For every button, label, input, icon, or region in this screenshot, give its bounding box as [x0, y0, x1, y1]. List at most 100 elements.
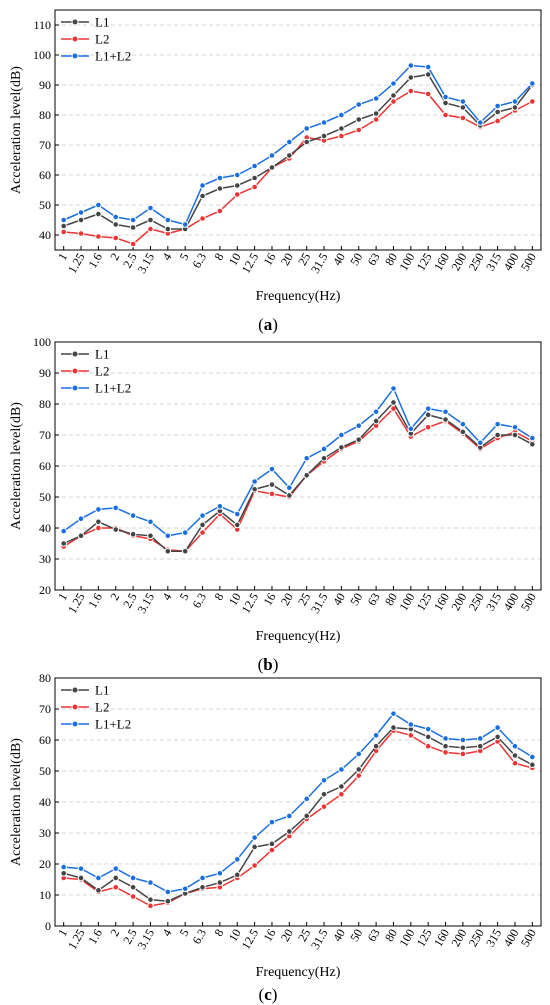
data-point [199, 529, 206, 536]
x-tick-label: 125 [414, 927, 435, 950]
data-point [233, 191, 241, 198]
data-point [320, 454, 328, 462]
x-tick-label: 5 [177, 591, 192, 603]
data-point [147, 532, 154, 540]
data-point [268, 490, 276, 498]
data-point [181, 529, 189, 536]
y-tick-label: 50 [39, 490, 51, 504]
y-tick-label: 40 [39, 795, 51, 809]
data-point [529, 753, 536, 761]
data-point [320, 803, 328, 810]
data-point [129, 874, 137, 882]
data-point [372, 742, 380, 750]
data-point [199, 874, 206, 882]
data-point [164, 897, 172, 905]
data-point [147, 518, 154, 526]
x-tick-label: 200 [448, 591, 469, 614]
x-tick-label: 160 [431, 927, 452, 950]
x-tick-label: 1 [55, 251, 70, 263]
data-point [77, 865, 85, 872]
data-point [268, 846, 276, 854]
legend-swatch-marker [71, 52, 79, 60]
panel-label: (b) [258, 655, 279, 674]
data-point [164, 888, 172, 896]
data-point [494, 117, 501, 125]
data-point [511, 742, 519, 750]
data-point [372, 408, 380, 416]
x-tick-label: 3.15 [134, 591, 157, 616]
x-tick-label: 31.5 [308, 927, 331, 952]
data-point [424, 733, 432, 741]
data-point [320, 777, 328, 784]
series-line-l1-plus-l2 [63, 712, 533, 893]
data-point [181, 221, 189, 228]
data-point [494, 108, 501, 116]
y-axis-label: Acceleration level(dB) [9, 402, 24, 530]
data-point [95, 524, 102, 532]
x-tick-label: 4 [159, 251, 174, 263]
series-line-l1-plus-l2 [63, 387, 533, 537]
data-point [355, 772, 363, 779]
legend-entry: L1 [95, 683, 109, 698]
data-point [112, 883, 120, 891]
data-point [459, 114, 467, 122]
y-tick-label: 100 [33, 335, 51, 349]
legend-swatch-marker [71, 367, 79, 375]
y-tick-label: 20 [39, 857, 51, 871]
x-tick-label: 500 [518, 251, 539, 274]
x-tick-label: 31.5 [308, 591, 331, 616]
data-point [251, 862, 258, 869]
y-tick-label: 40 [39, 228, 51, 242]
data-point [181, 885, 189, 893]
data-point [390, 710, 397, 717]
data-point [129, 224, 137, 231]
y-tick-label: 100 [33, 48, 51, 62]
x-tick-label: 8 [211, 251, 226, 263]
x-tick-label: 160 [431, 591, 452, 614]
data-point [112, 504, 120, 512]
data-point [251, 478, 258, 485]
data-point [338, 111, 345, 119]
data-point [60, 228, 67, 236]
series-line-l1 [63, 401, 533, 553]
y-tick-label: 60 [39, 459, 51, 473]
data-point [129, 512, 137, 519]
x-tick-label: 8 [211, 591, 226, 603]
data-point [77, 230, 85, 237]
y-tick-label: 0 [45, 919, 51, 933]
data-point [216, 870, 224, 877]
x-tick-label: 2.5 [120, 927, 140, 947]
data-point [372, 95, 380, 102]
series-line-l1 [63, 73, 533, 230]
data-point [216, 207, 224, 215]
x-tick-label: 2 [107, 251, 122, 263]
series-line-l1-plus-l2 [63, 64, 533, 226]
data-point [112, 221, 120, 228]
y-tick-label: 10 [39, 888, 51, 902]
data-point [95, 887, 102, 894]
data-point [147, 902, 154, 910]
y-tick-label: 110 [33, 18, 51, 32]
x-tick-label: 5 [177, 251, 192, 263]
data-point [407, 721, 415, 728]
x-tick-label: 16 [260, 591, 278, 608]
data-point [268, 152, 276, 159]
data-point [320, 119, 328, 126]
data-point [424, 411, 432, 419]
data-point [459, 420, 467, 428]
x-tick-label: 8 [211, 927, 226, 939]
data-point [286, 812, 293, 820]
data-point [216, 185, 224, 192]
x-tick-label: 2 [107, 927, 122, 939]
data-point [529, 761, 536, 769]
data-point [147, 216, 154, 224]
x-tick-label: 500 [518, 591, 539, 614]
panel-label: (a) [258, 315, 278, 334]
data-point [199, 182, 206, 189]
data-point [407, 74, 415, 81]
data-point [424, 71, 432, 78]
x-tick-label: 2 [107, 591, 122, 603]
x-tick-label: 3.15 [134, 927, 157, 952]
